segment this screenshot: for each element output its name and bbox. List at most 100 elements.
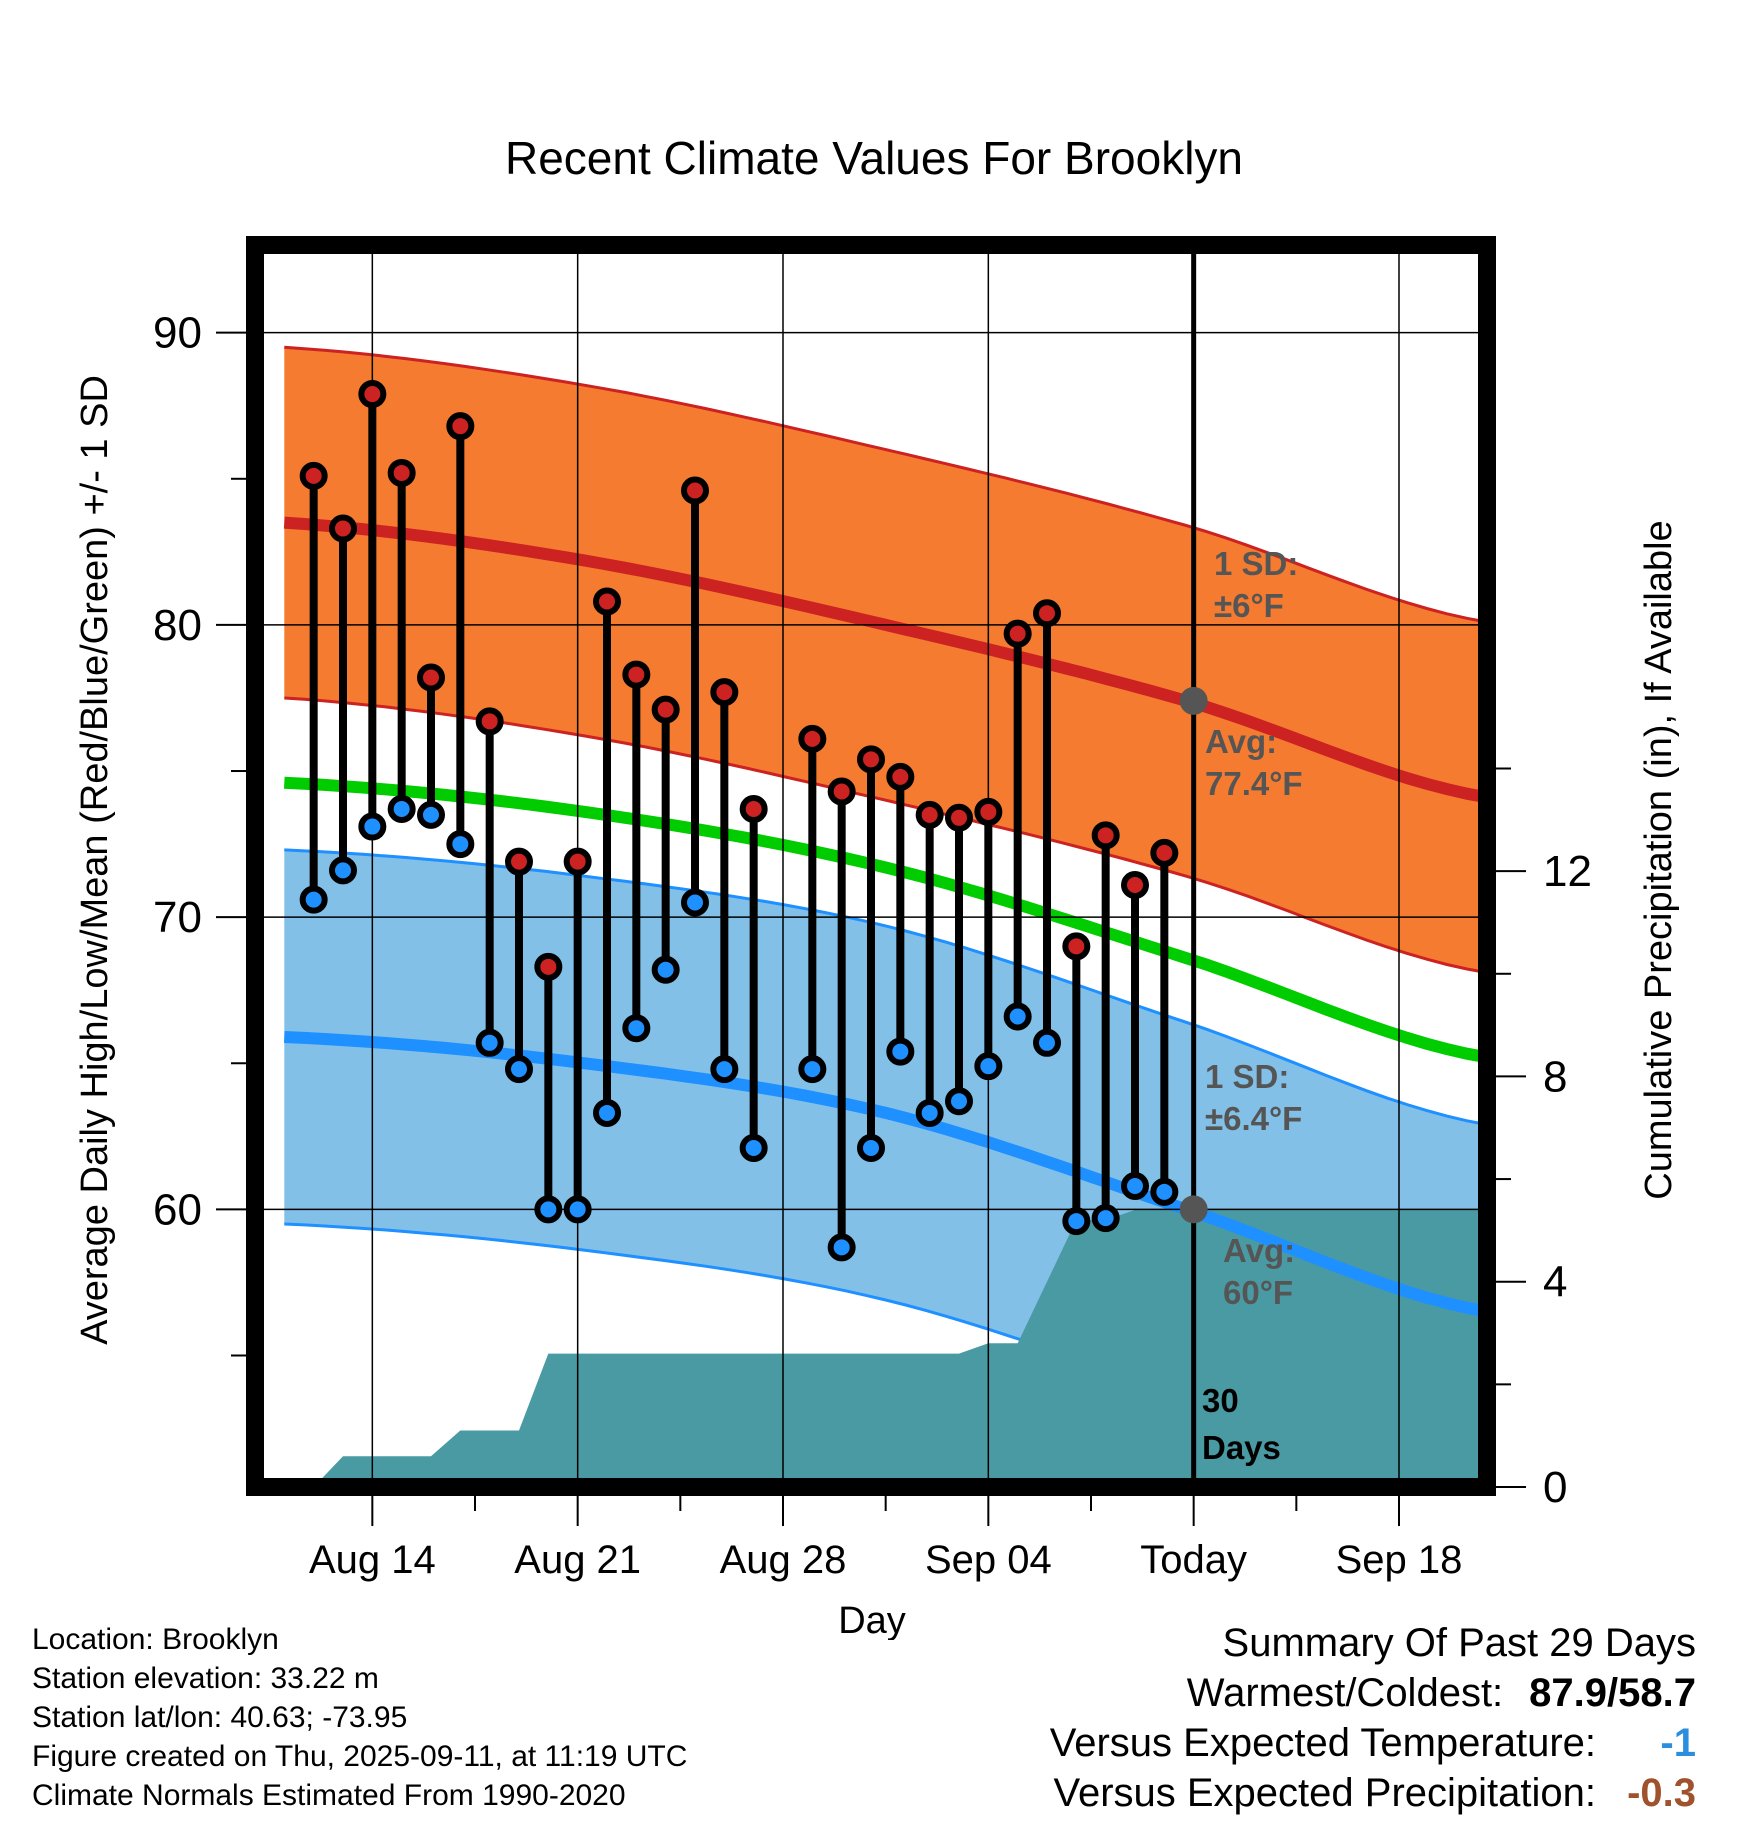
x-tick-label: Aug 28 <box>720 1538 847 1582</box>
precip-anomaly-value: -0.3 <box>1627 1771 1696 1815</box>
station-info: Location: Brooklyn Station elevation: 33… <box>32 1620 932 1815</box>
daily-high-point <box>798 724 827 753</box>
daily-low-point <box>974 1052 1003 1081</box>
daily-low-point <box>857 1134 885 1163</box>
daily-high-point <box>681 476 709 505</box>
daily-low-point <box>798 1055 827 1084</box>
daily-range-series <box>299 380 1179 1262</box>
y-right-tick-label: 8 <box>1543 1052 1567 1101</box>
daily-high-point <box>387 458 416 487</box>
climate-chart: Recent Climate Values For Brooklyn 1 SD:… <box>74 132 1680 1640</box>
x-axis-label: Day <box>838 1600 906 1640</box>
daily-low-point <box>915 1098 944 1127</box>
daily-high-point <box>299 461 328 490</box>
daily-high-point <box>974 797 1003 826</box>
daily-high-point <box>857 745 885 774</box>
warmest-coldest-label: Warmest/Coldest: <box>1186 1671 1504 1715</box>
daily-high-point <box>622 660 651 689</box>
daily-high-point <box>534 952 563 981</box>
daily-low-point <box>534 1195 563 1224</box>
normals-text: Climate Normals Estimated From 1990-2020 <box>32 1779 626 1812</box>
daily-high-point <box>1150 838 1179 867</box>
daily-low-point <box>358 812 387 841</box>
x-tick-label: Aug 21 <box>514 1538 641 1582</box>
daily-low-point <box>1003 1002 1032 1031</box>
days-annotation-line1: 30 <box>1202 1382 1239 1419</box>
precip-anomaly-label: Versus Expected Precipitation: <box>1053 1771 1596 1815</box>
daily-low-point <box>475 1028 504 1057</box>
daily-low-point <box>387 795 416 824</box>
y-tick-label: 60 <box>153 1185 202 1234</box>
y-tick-label: 80 <box>153 601 202 650</box>
daily-high-point <box>1003 619 1032 648</box>
normal-high-band <box>284 347 1487 973</box>
daily-high-point <box>329 514 357 543</box>
daily-low-point <box>622 1014 651 1043</box>
daily-high-point <box>1121 870 1149 899</box>
daily-high-point <box>945 803 973 832</box>
daily-low-point <box>945 1087 973 1116</box>
daily-high-point <box>886 762 915 791</box>
high-avg-annotation-line2: 77.4°F <box>1205 765 1303 802</box>
x-tick-label: Aug 14 <box>309 1538 436 1582</box>
normal-mean-line <box>283 776 1487 1064</box>
temp-anomaly-label: Versus Expected Temperature: <box>1049 1721 1596 1765</box>
warmest-coldest-value: 87.9/58.7 <box>1529 1671 1696 1715</box>
precip-anomaly-row: Versus Expected Precipitation: -0.3 <box>796 1768 1696 1818</box>
daily-high-point <box>563 847 592 876</box>
daily-high-point <box>475 707 504 736</box>
daily-high-point <box>710 678 739 707</box>
daily-low-point <box>827 1233 856 1262</box>
daily-high-point <box>651 695 680 724</box>
daily-high-point <box>1091 821 1120 850</box>
daily-low-point <box>710 1055 739 1084</box>
daily-high-point <box>505 847 533 876</box>
summary-panel: Summary Of Past 29 Days Warmest/Coldest:… <box>796 1618 1696 1818</box>
y-right-tick-label: 12 <box>1543 847 1592 896</box>
high-avg-annotation-line1: Avg: <box>1205 723 1277 760</box>
summary-title: Summary Of Past 29 Days <box>1222 1621 1696 1665</box>
daily-low-point <box>1062 1207 1091 1236</box>
daily-high-point <box>358 380 387 409</box>
low-sd-annotation-line1: 1 SD: <box>1205 1058 1289 1095</box>
daily-high-point <box>739 795 768 824</box>
daily-low-point <box>739 1134 768 1163</box>
daily-low-point <box>593 1098 621 1127</box>
daily-high-point <box>915 800 944 829</box>
daily-low-point <box>886 1037 915 1066</box>
chart-title: Recent Climate Values For Brooklyn <box>505 132 1243 184</box>
plot-area: 1 SD: ±6°F Avg: 77.4°F 1 SD: ±6.4°F Avg: 60°F 30… <box>255 245 1487 1487</box>
x-tick-label: Today <box>1140 1538 1247 1582</box>
low-sd-annotation-line2: ±6.4°F <box>1205 1100 1302 1137</box>
daily-high-point <box>1033 599 1061 628</box>
today-high-avg-marker <box>1179 686 1208 715</box>
x-tick-label: Sep 04 <box>925 1538 1052 1582</box>
y-axis-right-label: Cumulative Precipitation (in), If Availa… <box>1638 520 1680 1199</box>
daily-high-point <box>417 663 445 692</box>
daily-high-point <box>593 587 621 616</box>
temp-anomaly-value: -1 <box>1660 1721 1696 1765</box>
daily-low-point <box>681 888 709 917</box>
elevation-text: Station elevation: 33.22 m <box>32 1662 379 1695</box>
normal-high-band-upper-edge <box>284 345 1487 624</box>
y-tick-label: 90 <box>153 309 202 358</box>
daily-high-point <box>1062 932 1091 961</box>
daily-high-point <box>446 412 475 441</box>
latlon-text: Station lat/lon: 40.63; -73.95 <box>32 1701 408 1734</box>
temp-anomaly-row: Versus Expected Temperature: -1 <box>796 1718 1696 1768</box>
plot-frame <box>246 236 1496 1496</box>
daily-high-point <box>827 777 856 806</box>
daily-low-point <box>1121 1171 1149 1200</box>
low-avg-annotation-line2: 60°F <box>1223 1274 1293 1311</box>
x-tick-label: Sep 18 <box>1336 1538 1463 1582</box>
y-right-tick-label: 0 <box>1543 1463 1567 1512</box>
high-sd-annotation-line2: ±6°F <box>1214 587 1284 624</box>
normal-low-band-upper-edge <box>284 848 1487 1127</box>
daily-low-point <box>1150 1177 1179 1206</box>
low-avg-annotation-line1: Avg: <box>1223 1232 1295 1269</box>
location-text: Location: Brooklyn <box>32 1623 279 1656</box>
days-annotation-line2: Days <box>1202 1429 1281 1466</box>
y-axis-label: Average Daily High/Low/Mean (Red/Blue/Gr… <box>74 375 116 1345</box>
y-tick-label: 70 <box>153 893 202 942</box>
daily-low-point <box>505 1055 533 1084</box>
